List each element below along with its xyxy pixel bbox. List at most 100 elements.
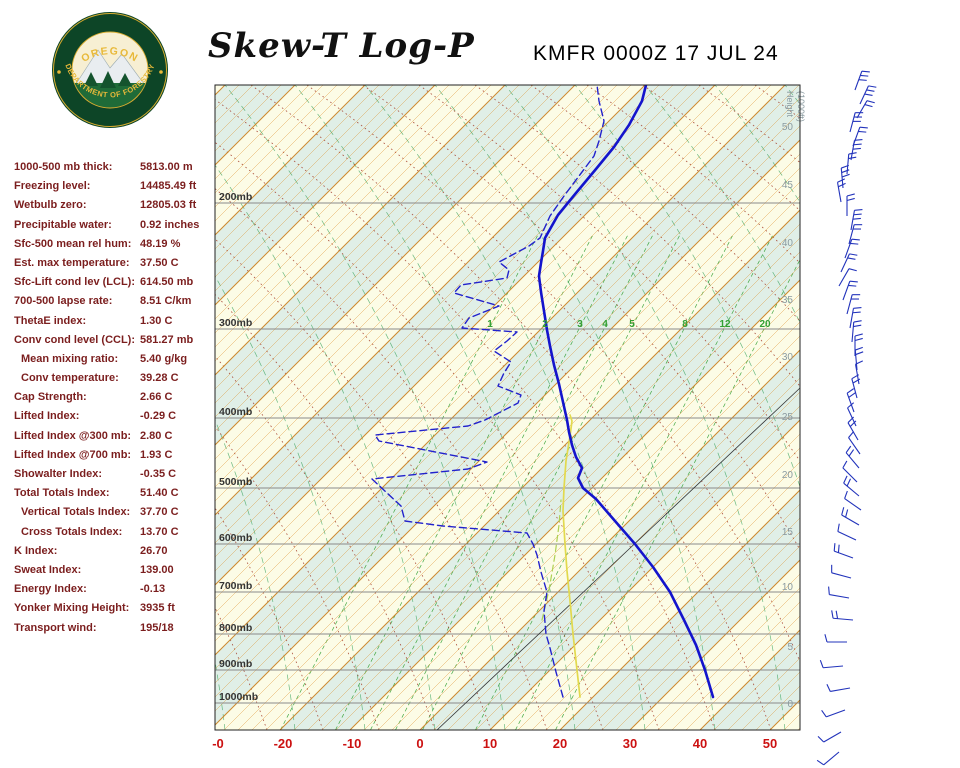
wind-barb	[842, 280, 858, 301]
index-value: 2.80 C	[140, 429, 173, 442]
index-label: Conv temperature:	[21, 372, 119, 385]
mixing-ratio-label: 3	[577, 319, 583, 330]
mixing-ratio-label: 12	[719, 319, 731, 330]
index-label: Lifted Index @700 mb:	[14, 448, 132, 461]
wind-barb	[816, 751, 840, 766]
index-row: Conv temperature: 39.28 C	[14, 369, 216, 388]
logo-ring-outline	[53, 13, 167, 127]
logo-dot-right	[159, 70, 163, 74]
wind-barb	[836, 178, 846, 203]
temp-axis-label: -0	[212, 736, 224, 751]
pressure-label: 500mb	[219, 476, 252, 488]
isotherm-lines	[215, 85, 800, 730]
mixing-ratio-label: 8	[682, 319, 688, 330]
index-label: Yonker Mixing Height:	[14, 602, 130, 615]
index-value: 5.40 g/kg	[140, 352, 188, 365]
reference-line	[436, 387, 800, 730]
logo-dot-left	[57, 70, 61, 74]
mixing-ratio-lines	[280, 234, 800, 730]
wind-barb	[859, 85, 877, 105]
index-row: Conv cond level (CCL): 581.27 mb	[14, 331, 216, 350]
pressure-label: 800mb	[219, 622, 252, 634]
index-row: Precipitable water: 0.92 inches	[14, 216, 216, 235]
wind-barb	[840, 253, 858, 273]
height-axis-title: Height	[785, 91, 795, 118]
indices-panel: 1000-500 mb thick: 5813.00 m Freezing leve…	[14, 158, 216, 638]
wind-barb	[850, 209, 863, 231]
index-label: Energy Index:	[14, 583, 87, 596]
pressure-label: 600mb	[219, 532, 252, 544]
height-tick-label: 50	[782, 122, 794, 133]
temp-axis-label: 0	[416, 736, 423, 751]
index-label: Lifted Index @300 mb:	[14, 429, 132, 442]
wind-barb	[831, 610, 854, 621]
pressure-label: 900mb	[219, 658, 252, 670]
index-row: 700-500 lapse rate: 8.51 C/km	[14, 292, 216, 311]
wind-barb	[826, 683, 851, 693]
temperature-curve	[537, 85, 715, 699]
pressure-label: 200mb	[219, 191, 252, 203]
index-row: Sweat Index: 139.00	[14, 561, 216, 580]
index-value: 8.51 C/km	[140, 295, 192, 308]
pressure-label: 300mb	[219, 317, 252, 329]
wind-barb	[850, 139, 863, 161]
wind-barb	[847, 416, 859, 441]
wind-barb	[845, 445, 860, 469]
wind-barb	[842, 460, 858, 483]
index-row: Mean mixing ratio: 5.40 g/kg	[14, 350, 216, 369]
index-label: 1000-500 mb thick:	[14, 161, 113, 173]
index-value: 3935 ft	[140, 602, 175, 615]
temp-axis-label: -10	[343, 736, 362, 751]
height-tick-label: 15	[782, 527, 794, 538]
index-row: 1000-500 mb thick: 5813.00 m	[14, 158, 216, 177]
index-value: 1.93 C	[140, 448, 173, 461]
wind-barb	[831, 564, 852, 579]
wind-barb	[819, 660, 844, 669]
index-row: Wetbulb zero: 12805.03 ft	[14, 196, 216, 215]
chart-frame	[214, 84, 801, 731]
index-label: Sfc-Lift cond lev (LCL):	[14, 276, 135, 289]
index-label: Freezing level:	[14, 180, 91, 193]
height-tick-label: 20	[782, 470, 794, 481]
pressure-gridlines	[215, 202, 800, 704]
tree-icon	[118, 73, 132, 86]
index-row: ThetaE index: 1.30 C	[14, 312, 216, 331]
index-label: Wetbulb zero:	[14, 199, 87, 212]
tree-icon	[84, 72, 98, 86]
wind-barb	[856, 100, 875, 119]
index-row: Sfc-500 mean rel hum: 48.19 %	[14, 235, 216, 254]
wind-barb	[854, 360, 864, 385]
index-value: -0.13	[140, 583, 166, 596]
height-tick-label: 45	[782, 180, 794, 191]
index-label: Sweat Index:	[14, 563, 82, 576]
page-title: Skew-T Log-P	[208, 26, 475, 66]
wind-barb	[846, 294, 861, 315]
mixing-ratio-label: 1	[487, 319, 493, 330]
index-label: Vertical Totals Index:	[21, 506, 131, 519]
pressure-label: 1000mb	[219, 691, 258, 703]
wind-barb	[843, 475, 860, 497]
height-tick-label: 0	[787, 699, 793, 710]
index-value: 139.00	[140, 563, 174, 576]
wind-barb	[849, 112, 864, 133]
index-label: Sfc-500 mean rel hum:	[14, 237, 132, 250]
wind-barb	[846, 193, 855, 216]
index-row: Lifted Index @300 mb: 2.80 C	[14, 427, 216, 446]
wind-barb	[821, 709, 846, 718]
wind-barb	[841, 507, 860, 526]
wind-barb	[849, 307, 862, 329]
wind-barb	[854, 346, 864, 371]
wind-barb	[840, 164, 850, 189]
index-value: 5813.00 m	[140, 161, 193, 173]
index-row: Est. max temperature: 37.50 C	[14, 254, 216, 273]
wind-barb	[817, 731, 842, 743]
wind-barb	[848, 224, 863, 245]
height-tick-label: 25	[782, 412, 794, 423]
index-row: Transport wind: 195/18	[14, 619, 216, 638]
index-label: Conv cond level (CCL):	[14, 333, 136, 346]
dewpoint-curve	[371, 85, 605, 698]
temp-axis-label: -20	[274, 736, 293, 751]
index-row: Yonker Mixing Height: 3935 ft	[14, 599, 216, 618]
index-row: Lifted Index: -0.29 C	[14, 407, 216, 426]
index-row: Cross Totals Index: 13.70 C	[14, 523, 216, 542]
